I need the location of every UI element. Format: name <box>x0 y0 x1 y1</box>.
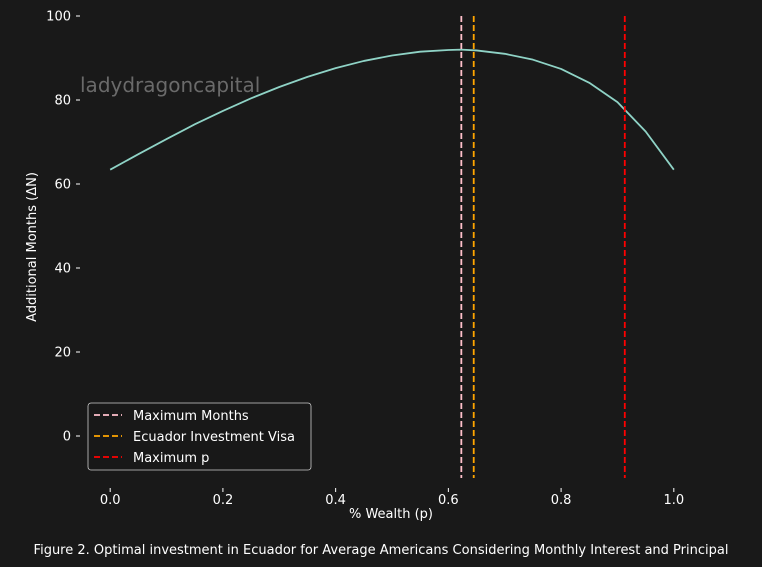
x-tick-label: 0.8 <box>551 493 572 508</box>
x-tick-label: 0.2 <box>213 493 234 508</box>
watermark: ladydragoncapital <box>80 73 260 97</box>
vlines-group <box>460 16 626 478</box>
series-line <box>109 48 675 171</box>
legend: Maximum Months Ecuador Investment Visa Max… <box>87 402 312 471</box>
y-tick-label: 80 <box>54 94 71 109</box>
x-axis-label: % Wealth (p) <box>349 507 433 522</box>
x-tick-label: 0.4 <box>325 493 346 508</box>
y-tick-label: 100 <box>46 10 71 25</box>
series-group <box>109 48 675 171</box>
legend-box <box>87 402 312 471</box>
y-axis-label: Additional Months (ΔN) <box>25 172 40 322</box>
y-tick-label: 0 <box>63 430 71 445</box>
axes: 0.0 0.2 0.4 0.6 0.8 1.0 0 20 40 60 80 100 <box>46 10 684 509</box>
figure-caption: Figure 2. Optimal investment in Ecuador … <box>34 543 729 558</box>
y-tick-label: 40 <box>54 262 71 277</box>
legend-entry: Maximum Months <box>133 409 249 424</box>
y-tick-label: 20 <box>54 346 71 361</box>
x-tick-label: 0.6 <box>438 493 459 508</box>
legend-entry: Ecuador Investment Visa <box>133 430 295 445</box>
x-tick-label: 0.0 <box>100 493 121 508</box>
y-tick-label: 60 <box>54 178 71 193</box>
x-tick-label: 1.0 <box>663 493 684 508</box>
legend-entry: Maximum p <box>133 451 209 466</box>
